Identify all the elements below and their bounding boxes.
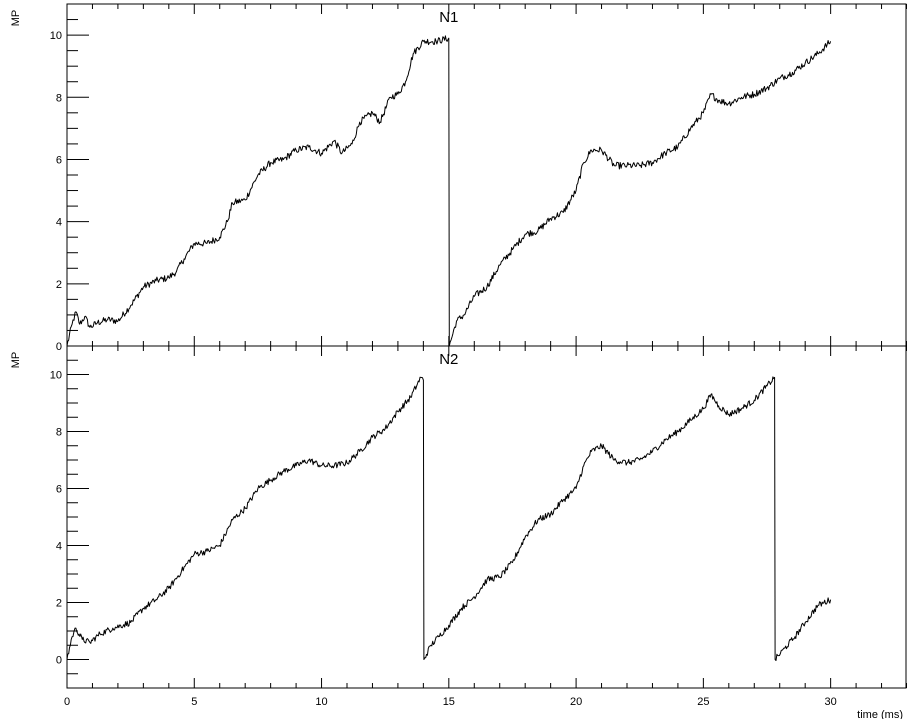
x-tick-label: 10 xyxy=(315,696,327,708)
x-tick-label: 15 xyxy=(443,696,455,708)
x-tick-label: 20 xyxy=(570,696,582,708)
plot-frame xyxy=(66,3,907,347)
panel-title: N2 xyxy=(439,351,458,368)
y-tick-label: 4 xyxy=(56,541,62,553)
series-line xyxy=(66,376,832,661)
y-tick-label: 2 xyxy=(56,279,62,291)
y-tick-label: 10 xyxy=(50,370,62,382)
plot-frame xyxy=(66,345,907,689)
y-tick-label: 2 xyxy=(56,598,62,610)
y-tick-label: 6 xyxy=(56,484,62,496)
x-tick-label: 0 xyxy=(64,696,70,708)
series-line xyxy=(66,35,832,347)
y-tick-label: 10 xyxy=(50,30,62,42)
panel-n1: 0 2 4 6 8 10 N1 MP xyxy=(10,3,907,353)
panel-n2: 0 5 10 15 20 25 30 0 2 4 6 8 10 N2 MP time (ms) xyxy=(10,345,907,719)
panel-title: N1 xyxy=(439,9,458,26)
x-tick-label: 5 xyxy=(191,696,197,708)
y-tick-label: 8 xyxy=(56,427,62,439)
x-axis-label: time (ms) xyxy=(857,709,903,719)
y-tick-label: 8 xyxy=(56,92,62,104)
x-tick-label: 30 xyxy=(825,696,837,708)
y-tick-label: 4 xyxy=(56,217,62,229)
y-tick-label: 6 xyxy=(56,154,62,166)
y-tick-label: 0 xyxy=(56,341,62,353)
x-tick-label: 25 xyxy=(697,696,709,708)
y-axis-label: MP xyxy=(10,10,22,27)
y-tick-label: 0 xyxy=(56,655,62,667)
y-axis-label: MP xyxy=(10,352,22,369)
